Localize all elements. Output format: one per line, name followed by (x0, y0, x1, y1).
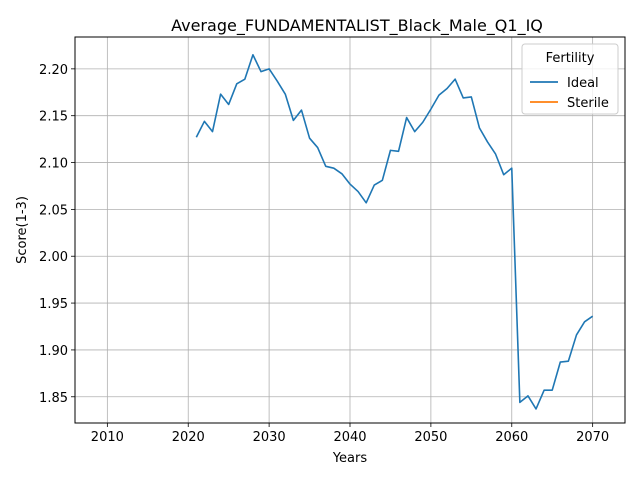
legend-title: Fertility (546, 51, 595, 66)
x-tick-label: 2010 (91, 430, 124, 445)
x-tick-label: 2070 (576, 430, 609, 445)
series-line-ideal (195, 53, 594, 410)
y-tick-label: 1.95 (39, 297, 68, 312)
x-axis-ticks: 2010 2020 2030 2040 2050 2060 2070 (91, 423, 609, 445)
x-tick-label: 2030 (253, 430, 286, 445)
x-tick-label: 2050 (414, 430, 447, 445)
legend-box (521, 43, 619, 115)
y-tick-label: 2.05 (39, 203, 68, 218)
y-axis-title: Score(1-3) (15, 196, 30, 264)
y-tick-label: 2.20 (39, 63, 68, 78)
x-tick-label: 2060 (495, 430, 528, 445)
chart-title: Average_FUNDAMENTALIST_Black_Male_Q1_IQ (171, 16, 543, 36)
x-tick-label: 2040 (333, 430, 366, 445)
y-tick-label: 2.10 (39, 157, 68, 172)
grid-lines (75, 37, 625, 423)
y-tick-label: 1.85 (39, 391, 68, 406)
y-tick-label: 2.00 (39, 250, 68, 265)
x-tick-label: 2020 (172, 430, 205, 445)
y-axis-ticks: 1.85 1.90 1.95 2.00 2.05 2.10 2.15 2.20 (39, 63, 75, 406)
x-axis-title: Years (332, 451, 368, 466)
legend-label-sterile: Sterile (567, 96, 609, 111)
y-tick-label: 1.90 (39, 344, 68, 359)
legend: Fertility Ideal Sterile (521, 43, 619, 115)
y-tick-label: 2.15 (39, 110, 68, 125)
legend-label-ideal: Ideal (567, 76, 599, 91)
series-lines (195, 53, 594, 410)
